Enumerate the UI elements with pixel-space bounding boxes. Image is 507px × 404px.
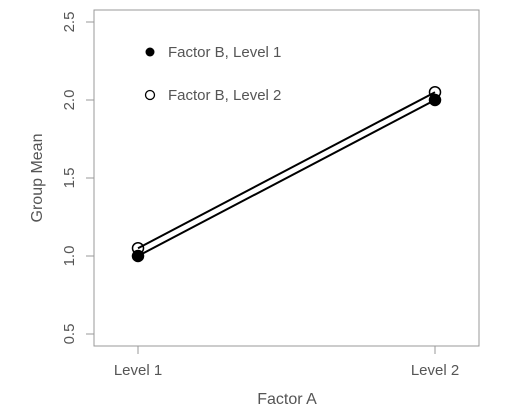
legend-marker-series-2 xyxy=(144,89,156,101)
series-layer xyxy=(131,85,442,263)
legend-label-series-1: Factor B, Level 1 xyxy=(168,44,281,61)
y-axis-title: Group Mean xyxy=(29,134,46,223)
series-2-line xyxy=(137,91,436,250)
legend-marker-series-1 xyxy=(145,47,155,57)
y-tick-label-2: 1.5 xyxy=(61,168,78,189)
y-tick-label-4: 2.5 xyxy=(61,12,78,33)
y-tick-label-1: 1.0 xyxy=(61,246,78,267)
series-1-line xyxy=(137,99,436,257)
legend: Factor B, Level 1 Factor B, Level 2 xyxy=(144,44,281,104)
legend-label-series-2: Factor B, Level 2 xyxy=(168,87,281,104)
series-2-point-1 xyxy=(131,241,145,255)
x-tick-label-1: Level 2 xyxy=(411,362,459,379)
x-axis: Level 1 Level 2 xyxy=(114,345,459,379)
x-tick-label-0: Level 1 xyxy=(114,362,162,379)
series-2-point-2 xyxy=(428,85,442,99)
y-tick-label-3: 2.0 xyxy=(61,90,78,111)
y-axis: 0.5 1.0 1.5 2.0 2.5 xyxy=(61,12,95,345)
x-axis-title: Factor A xyxy=(257,391,317,404)
y-tick-label-0: 0.5 xyxy=(61,324,78,345)
